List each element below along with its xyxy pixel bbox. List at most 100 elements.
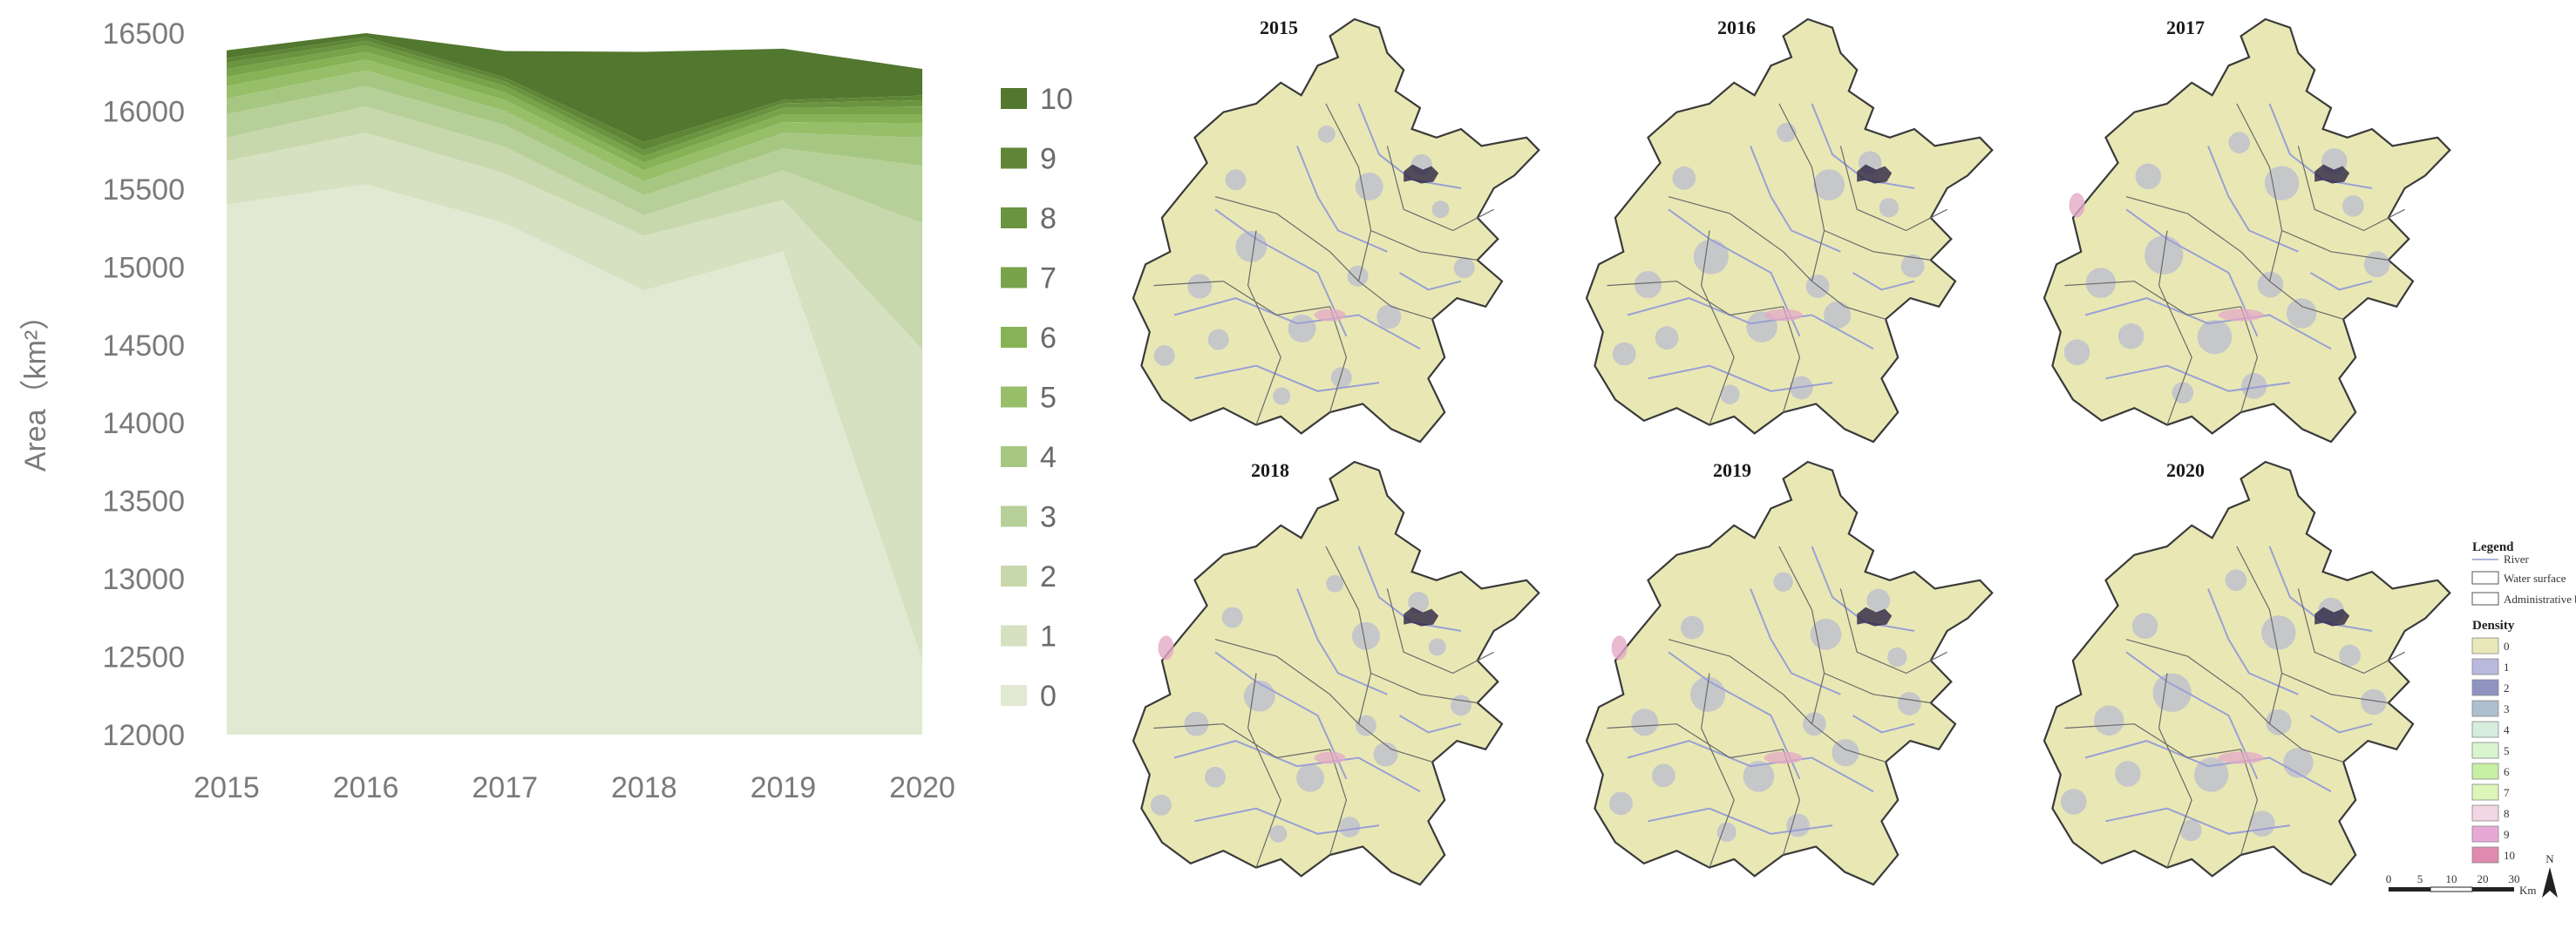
district-boundary [2297,146,2405,232]
district-boundary [1607,723,1784,759]
district-boundary [2281,229,2389,261]
river-line [1214,208,1348,337]
district-boundary [1778,103,1825,281]
region-land [1132,460,1540,886]
legend-label-3: 3 [1040,501,1057,534]
y-tick-label: 12000 [102,719,185,752]
density-patch [1351,621,1380,650]
river-line [1194,364,1380,392]
density-patch [1743,760,1775,792]
river-line [1750,588,1841,695]
district-boundary [1839,146,1947,232]
river-line [1648,364,1833,392]
density-patch [2194,757,2229,792]
x-tick-label: 2015 [194,771,260,804]
district-boundary [2158,230,2192,425]
pink-density-patch [2069,193,2085,218]
density-patch [2339,644,2361,667]
density-patch [1243,680,1275,712]
density-patch [1339,817,1361,838]
region-land [2042,460,2451,886]
legend-swatch-9 [1001,147,1027,169]
district-boundary [2240,306,2259,413]
density-swatch-4 [2471,721,2499,738]
x-tick-label: 2019 [751,771,817,804]
density-patch [1680,615,1704,640]
map-title-2017: 2017 [2166,17,2205,38]
density-label-2: 2 [2504,681,2510,695]
pink-density-patch [1611,635,1628,661]
district-boundary [1153,281,1330,316]
district-boundary [2297,588,2405,675]
density-swatch-10 [2471,846,2499,864]
y-tick-label: 16000 [102,95,185,128]
legend-label-6: 6 [1040,322,1057,355]
density-swatch-7 [2471,783,2499,801]
density-patch [1221,607,1243,628]
district-boundary [1325,103,1372,281]
density-patch [1887,647,1907,668]
density-swatch-5 [2471,742,2499,759]
river-line [1852,715,1915,734]
scale-tick: 5 [2417,872,2423,885]
density-swatch-2 [2471,679,2499,696]
legend-swatch-0 [1001,685,1027,706]
density-patch [1813,169,1845,200]
area-series-1 [227,132,922,661]
area-series-10 [227,33,922,143]
density-label-1: 1 [2504,661,2510,674]
density-label-7: 7 [2504,786,2510,799]
density-patch [1453,257,1475,279]
district-boundary [2236,103,2283,281]
density-patch [1373,742,1398,767]
density-patch [1296,763,1325,792]
density-patch [1355,715,1376,736]
y-tick-label: 15000 [102,251,185,284]
map-title-2019: 2019 [1713,459,1751,481]
high-density-cluster [1404,607,1439,627]
density-patch [2197,319,2233,355]
density-patch [1832,739,1859,767]
density-swatch-3 [2471,700,2499,717]
y-tick-label: 16500 [102,17,185,51]
district-boundary [1839,588,1947,675]
district-boundary [1370,229,1478,261]
district-boundary [1824,672,1931,704]
pink-density-patch [1764,309,1803,322]
density-patch [1824,301,1852,329]
region-land [2042,17,2451,444]
map-panel-2016: 2016 [1585,17,1994,444]
river-line [2207,588,2299,695]
district-boundary [1778,546,1825,724]
river-line [1398,272,1462,291]
river-line [2268,546,2373,632]
river-line [1357,103,1462,189]
north-label: N [2545,852,2554,865]
district-boundary [1700,673,1735,868]
map-title-2018: 2018 [1251,459,1289,481]
district-boundary [2125,639,2270,725]
map-title-2020: 2020 [2166,459,2205,481]
density-patch [1655,326,1679,350]
density-patch [1609,791,1633,816]
density-patch [2228,132,2251,153]
district-boundary [2269,723,2344,763]
density-patch [2135,163,2162,190]
scale-bar-seg [2472,887,2514,892]
high-density-cluster [1857,164,1893,184]
density-patch [1150,794,1172,816]
pink-density-patch [1158,635,1174,661]
map-panel-2020: 2020 [2042,459,2451,886]
density-patch [2257,271,2284,298]
legend-label-9: 9 [1040,143,1057,176]
legend-swatch-7 [1001,267,1027,288]
district-boundary [2064,723,2241,759]
region-land [1585,17,1994,444]
legend-label-5: 5 [1040,382,1057,415]
scale-bar-seg [2430,886,2473,892]
river-line [2207,146,2299,253]
district-boundary [1386,146,1494,232]
